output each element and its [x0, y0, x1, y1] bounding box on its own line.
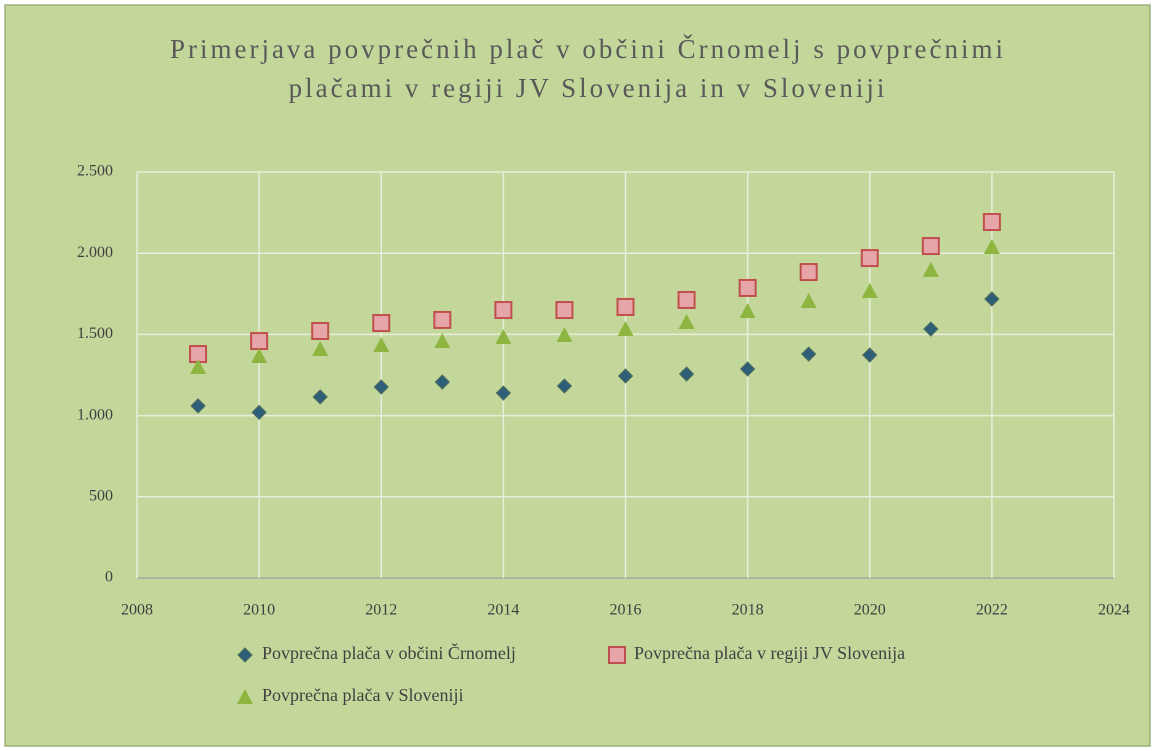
data-point — [738, 278, 757, 297]
data-point — [495, 385, 512, 401]
data-point — [922, 261, 939, 277]
data-point — [921, 237, 940, 256]
data-point — [677, 290, 696, 309]
chart-title: plačami v regiji JV Slovenija in v Slove… — [289, 73, 888, 103]
legend-label: Povprečna plača v občini Črnomelj — [262, 642, 516, 663]
y-tick-label: 2.500 — [77, 163, 113, 180]
data-point — [373, 336, 390, 352]
data-point — [923, 321, 939, 337]
data-point — [190, 359, 207, 375]
data-point — [312, 341, 329, 357]
chart-background — [4, 4, 1151, 747]
data-point — [678, 366, 695, 382]
x-tick-label: 2008 — [121, 602, 153, 619]
x-tick-label: 2020 — [854, 602, 886, 619]
data-point — [250, 332, 269, 351]
data-point — [739, 361, 756, 377]
data-point — [617, 321, 634, 337]
data-point — [190, 398, 206, 414]
x-tick-label: 2022 — [976, 602, 1008, 619]
data-point — [556, 378, 573, 394]
x-tick-label: 2012 — [365, 602, 397, 619]
data-point — [373, 379, 389, 395]
y-tick-label: 2.000 — [77, 244, 113, 261]
data-point — [433, 310, 452, 329]
data-point — [495, 328, 512, 344]
data-point — [372, 314, 391, 333]
legend-marker — [237, 647, 253, 663]
legend-marker — [237, 689, 253, 704]
data-point — [678, 314, 695, 330]
data-point — [984, 291, 1000, 307]
x-tick-label: 2024 — [1098, 602, 1130, 619]
data-point — [434, 374, 451, 390]
data-point — [251, 404, 267, 421]
y-tick-label: 1.500 — [77, 325, 113, 342]
data-point — [251, 347, 268, 363]
data-point — [494, 301, 513, 320]
y-tick-label: 500 — [89, 487, 113, 504]
x-tick-label: 2010 — [243, 602, 275, 619]
x-tick-label: 2014 — [487, 602, 519, 619]
legend-label: Povprečna plača v regiji JV Slovenija — [634, 643, 905, 663]
data-point — [861, 283, 878, 299]
data-point — [800, 346, 817, 362]
data-point — [617, 368, 634, 384]
data-point — [799, 263, 818, 282]
y-tick-label: 1.000 — [77, 406, 113, 423]
data-point — [982, 213, 1001, 232]
data-point — [739, 303, 756, 319]
data-point — [800, 292, 817, 308]
data-point — [983, 239, 1000, 255]
data-point — [556, 327, 573, 343]
data-point — [555, 301, 574, 320]
legend-marker — [608, 646, 626, 664]
y-tick-label: 0 — [105, 569, 113, 586]
x-tick-label: 2018 — [732, 602, 764, 619]
legend-label: Povprečna plača v Sloveniji — [262, 685, 463, 705]
data-point — [311, 321, 330, 340]
data-point — [616, 297, 635, 316]
data-point — [312, 389, 328, 405]
data-point — [434, 333, 451, 349]
chart-title: Primerjava povprečnih plač v občini Črno… — [170, 34, 1006, 64]
data-point — [860, 249, 879, 268]
x-tick-label: 2016 — [610, 602, 642, 619]
data-point — [862, 347, 878, 363]
